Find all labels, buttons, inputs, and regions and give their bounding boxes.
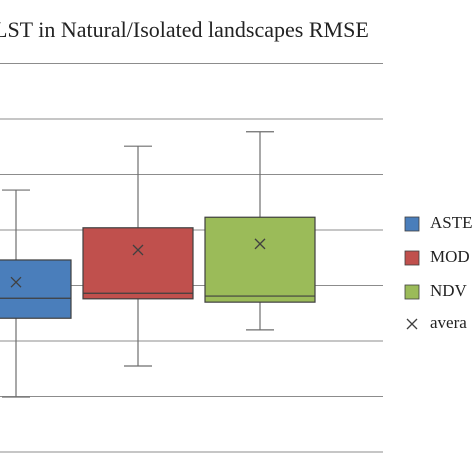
legend-label: MOD [430, 247, 470, 266]
box [0, 259, 72, 319]
legend-swatch [404, 250, 420, 266]
legend-label: ASTE [430, 213, 473, 232]
mean-marker [132, 244, 144, 256]
chart-title: LST in Natural/Isolated landscapes RMSE [0, 17, 369, 42]
box [82, 227, 194, 300]
legend-swatch [404, 216, 420, 232]
legend-label: NDV [430, 281, 468, 300]
box [204, 216, 316, 303]
legend-swatch [404, 284, 420, 300]
legend-label: avera [430, 313, 467, 332]
legend-mean-marker [406, 318, 418, 330]
mean-marker [254, 238, 266, 250]
mean-marker [10, 276, 22, 288]
